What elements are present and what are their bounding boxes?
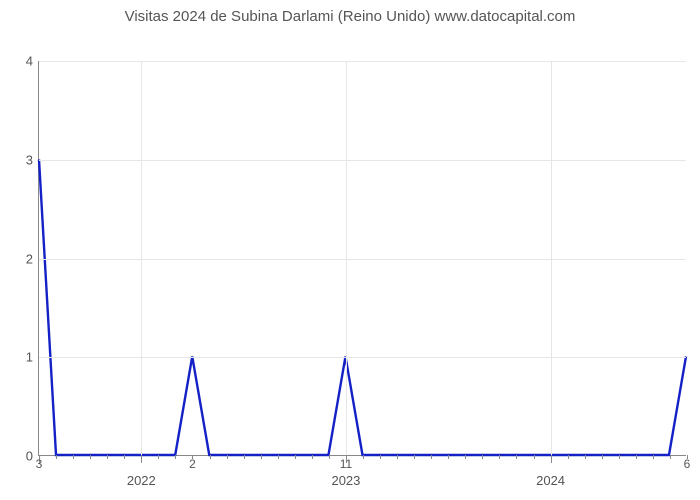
x-tick-minor (73, 455, 74, 459)
x-tick-label-year: 2022 (127, 455, 156, 488)
x-tick-minor (107, 455, 108, 459)
gridline-vertical (346, 61, 347, 455)
x-tick-minor (636, 455, 637, 459)
x-tick-label-year: 2024 (536, 455, 565, 488)
x-tick-minor (448, 455, 449, 459)
x-value-label: 3 (36, 455, 43, 471)
x-tick-minor (244, 455, 245, 459)
gridline-vertical (141, 61, 142, 455)
x-tick-minor (210, 455, 211, 459)
visitas-line (39, 160, 686, 456)
x-tick-minor (295, 455, 296, 459)
x-tick-minor (124, 455, 125, 459)
x-tick-minor (363, 455, 364, 459)
x-tick-minor (261, 455, 262, 459)
x-tick-minor (534, 455, 535, 459)
x-tick-minor (482, 455, 483, 459)
x-tick-minor (397, 455, 398, 459)
x-value-label: 11 (340, 455, 352, 471)
x-tick-minor (414, 455, 415, 459)
chart-title: Visitas 2024 de Subina Darlami (Reino Un… (0, 0, 700, 25)
y-tick-label: 4 (26, 54, 39, 69)
x-tick-minor (516, 455, 517, 459)
x-tick-minor (175, 455, 176, 459)
x-tick-minor (568, 455, 569, 459)
x-tick-minor (278, 455, 279, 459)
x-tick-minor (653, 455, 654, 459)
x-tick-minor (585, 455, 586, 459)
gridline-horizontal (39, 357, 686, 358)
gridline-horizontal (39, 259, 686, 260)
x-value-label: 2 (189, 455, 196, 471)
x-tick-minor (380, 455, 381, 459)
x-tick-minor (670, 455, 671, 459)
chart-area: 0123420222023202432116 (0, 25, 700, 500)
gridline-vertical (551, 61, 552, 455)
x-tick-minor (431, 455, 432, 459)
x-tick-minor (90, 455, 91, 459)
x-tick-minor (158, 455, 159, 459)
x-tick-minor (602, 455, 603, 459)
x-tick-minor (227, 455, 228, 459)
x-tick-minor (312, 455, 313, 459)
plot-area: 0123420222023202432116 (38, 61, 686, 456)
y-tick-label: 3 (26, 152, 39, 167)
gridline-horizontal (39, 61, 686, 62)
x-tick-minor (619, 455, 620, 459)
x-tick-minor (499, 455, 500, 459)
x-value-label: 6 (684, 455, 691, 471)
y-tick-label: 1 (26, 350, 39, 365)
x-tick-minor (56, 455, 57, 459)
gridline-horizontal (39, 160, 686, 161)
x-tick-minor (329, 455, 330, 459)
y-tick-label: 2 (26, 251, 39, 266)
x-tick-minor (465, 455, 466, 459)
